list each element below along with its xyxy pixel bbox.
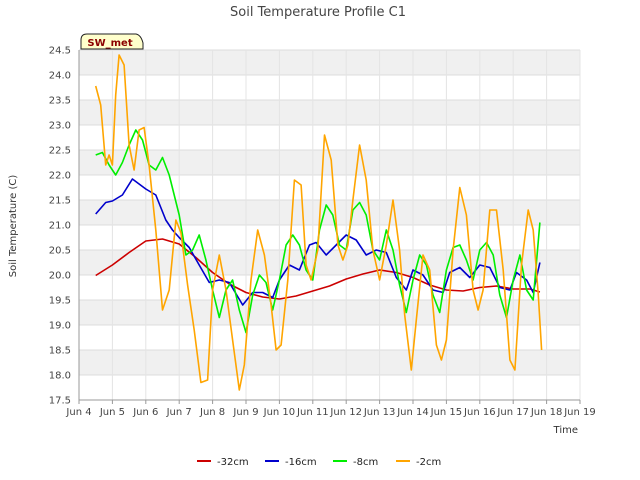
x-tick-label: Jun 13 (363, 407, 396, 418)
series-line--16cm (95, 178, 541, 306)
x-tick-label: Jun 18 (530, 407, 563, 418)
y-tick-label: 18.5 (49, 346, 71, 357)
x-tick-label: Jun 17 (496, 407, 529, 418)
y-tick-label: 24.5 (49, 46, 71, 57)
y-tick-label: 18.0 (49, 371, 71, 382)
x-tick-label: Jun 10 (263, 407, 296, 418)
x-tick-labels: Jun 4 Jun 5 Jun 6 Jun 7 Jun 8 Jun 9 Jun 10 Jun … (65, 400, 596, 418)
legend-label--16cm: -16cm (285, 457, 317, 468)
series-lines (94, 54, 543, 391)
x-tick-label: Jun 15 (430, 407, 463, 418)
y-tick-label: 22.0 (49, 171, 71, 182)
grid-band (79, 100, 580, 125)
axes (78, 50, 580, 401)
x-tick-label: Jun 14 (396, 407, 429, 418)
y-tick-label: 23.5 (49, 96, 71, 107)
x-axis-label: Time (553, 425, 578, 436)
y-axis-label: Soil Temperature (C) (8, 175, 19, 278)
x-tick-label: Jun 16 (463, 407, 496, 418)
grid-band (79, 50, 580, 75)
x-tick-label: Jun 4 (65, 407, 91, 418)
y-tick-label: 20.0 (49, 271, 71, 282)
y-tick-label: 20.5 (49, 246, 71, 257)
y-tick-label: 21.5 (49, 196, 71, 207)
y-tick-label: 19.0 (49, 321, 71, 332)
legend: -32cm -16cm -8cm -2cm (197, 457, 441, 468)
badge-shape (80, 33, 144, 50)
x-tick-label: Jun 11 (296, 407, 329, 418)
x-tick-label: Jun 8 (199, 407, 225, 418)
y-tick-label: 17.5 (49, 396, 71, 407)
series-line--2cm (94, 54, 543, 391)
x-tick-label: Jun 19 (563, 407, 596, 418)
x-tick-label: Jun 9 (232, 407, 258, 418)
badge-label: SW_met (87, 38, 132, 49)
station-badge: SW_met (80, 33, 144, 50)
x-tick-label: Jun 5 (99, 407, 125, 418)
x-tick-label: Jun 7 (166, 407, 192, 418)
series-line--32cm (95, 238, 541, 300)
grid-band (79, 350, 580, 375)
y-tick-label: 22.5 (49, 146, 71, 157)
x-tick-label: Jun 6 (132, 407, 158, 418)
legend-label--32cm: -32cm (217, 457, 249, 468)
y-tick-label: 24.0 (49, 71, 71, 82)
chart-title: Soil Temperature Profile C1 (230, 5, 406, 20)
y-tick-label: 19.5 (49, 296, 71, 307)
y-tick-label: 21.0 (49, 221, 71, 232)
legend-label--8cm: -8cm (353, 457, 378, 468)
y-tick-label: 23.0 (49, 121, 71, 132)
legend-label--2cm: -2cm (416, 457, 441, 468)
grid-band (79, 250, 580, 275)
y-tick-labels: 17.5 18.0 18.5 19.0 19.5 20.0 20.5 21.0 21.5 22.0… (49, 46, 71, 407)
x-tick-label: Jun 12 (329, 407, 362, 418)
